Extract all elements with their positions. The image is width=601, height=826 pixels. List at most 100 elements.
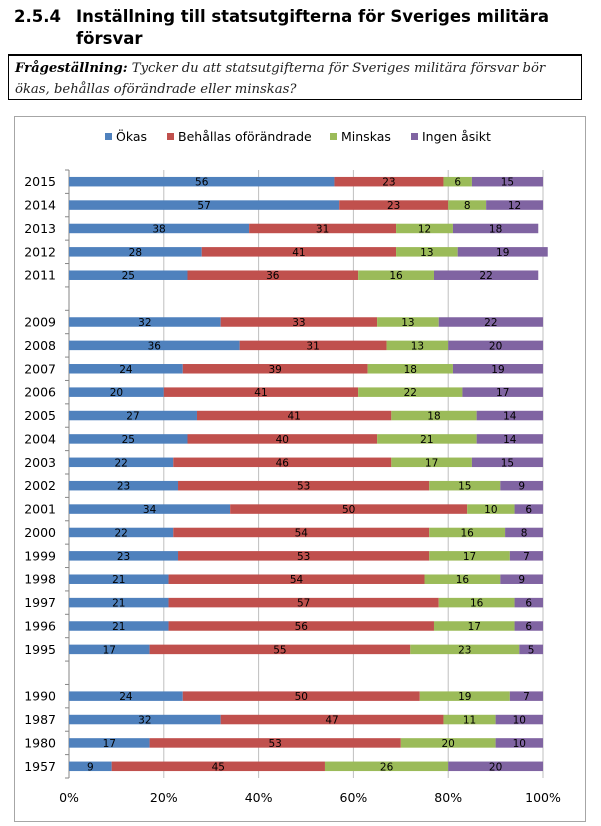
data-label: 9 (518, 574, 525, 586)
bar-segment (168, 574, 425, 584)
y-tick-label: 1999 (24, 548, 56, 563)
bar-segment (69, 551, 179, 561)
data-label: 22 (479, 270, 492, 282)
bar-segment (433, 270, 539, 280)
bar-segment (339, 200, 449, 210)
data-label: 20 (489, 340, 502, 352)
y-tick-label: 2004 (24, 431, 56, 446)
data-label: 23 (117, 551, 130, 563)
bar-segment (249, 223, 397, 234)
bar-segment (429, 527, 506, 538)
bar-segment (69, 504, 231, 514)
data-label: 10 (513, 715, 526, 727)
data-label: 25 (122, 270, 135, 282)
bar-segment (467, 504, 515, 514)
data-label: 41 (292, 247, 305, 259)
bar-segment (471, 176, 543, 187)
y-tick-label: 2014 (24, 198, 56, 213)
data-label: 32 (138, 317, 151, 329)
data-label: 22 (114, 457, 127, 469)
bar-segment (438, 597, 515, 608)
data-label: 40 (276, 434, 289, 446)
data-label: 17 (496, 387, 509, 399)
bar-segment (220, 714, 444, 725)
data-label: 22 (404, 387, 417, 399)
bar-segment (334, 176, 444, 187)
y-tick-label: 2013 (24, 221, 56, 236)
data-label: 39 (269, 364, 282, 376)
bar-segment (182, 691, 420, 701)
question-label: Frågeställning: (15, 61, 128, 76)
data-label: 28 (129, 247, 142, 259)
bar-segment (386, 340, 449, 351)
bar-segment (429, 551, 510, 561)
data-label: 24 (119, 691, 133, 703)
bar-segment (69, 691, 183, 701)
data-label: 31 (306, 340, 319, 352)
bar-segment (173, 527, 430, 538)
bar-segment (69, 457, 174, 468)
data-label: 6 (525, 621, 532, 633)
bar-segment (69, 247, 202, 257)
data-label: 19 (496, 247, 509, 259)
bar-segment (69, 434, 188, 444)
data-label: 20 (489, 761, 502, 773)
bar-segment (149, 644, 411, 655)
data-label: 21 (112, 621, 125, 633)
data-label: 19 (458, 691, 471, 703)
bar-segment (452, 223, 539, 234)
data-label: 18 (427, 411, 440, 423)
y-tick-label: 2002 (24, 478, 56, 493)
bar-segment (509, 551, 543, 561)
bar-segment (149, 738, 401, 748)
bar-segment (443, 714, 496, 725)
x-tick-label: 60% (340, 790, 368, 805)
data-label: 10 (484, 504, 497, 516)
bar-segment (391, 457, 472, 468)
data-label: 57 (297, 598, 310, 610)
bar-segment (69, 176, 335, 187)
y-tick-label: 2015 (24, 174, 56, 189)
data-label: 53 (297, 551, 310, 563)
data-label: 16 (389, 270, 403, 282)
data-label: 54 (290, 574, 304, 586)
bar-segment (324, 761, 449, 772)
data-label: 24 (119, 364, 133, 376)
y-tick-label: 1990 (24, 689, 56, 704)
legend-label: Behållas oförändrade (178, 129, 312, 144)
data-label: 17 (103, 738, 116, 750)
bar-segment (69, 527, 174, 538)
legend-swatch (105, 133, 112, 140)
data-label: 18 (404, 364, 417, 376)
data-label: 53 (297, 481, 310, 493)
data-label: 22 (114, 527, 127, 539)
y-tick-label: 2005 (24, 408, 56, 423)
bar-segment (462, 387, 543, 397)
y-tick-label: 2003 (24, 455, 56, 470)
bar-segment (69, 270, 188, 280)
bar-segment (220, 317, 378, 327)
bar-segment (69, 387, 164, 397)
data-label: 23 (387, 200, 400, 212)
legend-label: Ökas (116, 128, 147, 144)
y-tick-label: 2009 (24, 315, 56, 330)
bar-segment (178, 480, 430, 491)
legend-label: Ingen åsikt (422, 129, 491, 144)
bar-segment (178, 551, 430, 561)
data-label: 7 (523, 691, 530, 703)
data-label: 47 (325, 715, 338, 727)
data-label: 31 (316, 223, 329, 235)
data-label: 9 (518, 481, 525, 493)
data-label: 50 (342, 504, 355, 516)
y-tick-label: 1980 (24, 735, 56, 750)
bar-segment (173, 457, 392, 468)
data-label: 20 (442, 738, 455, 750)
bar-segment (69, 340, 240, 351)
data-label: 46 (276, 457, 290, 469)
data-label: 32 (138, 715, 151, 727)
bar-segment (429, 480, 501, 491)
bar-segment (400, 738, 496, 748)
data-label: 17 (463, 551, 476, 563)
bar-segment (419, 691, 510, 701)
bar-segment (69, 364, 183, 374)
